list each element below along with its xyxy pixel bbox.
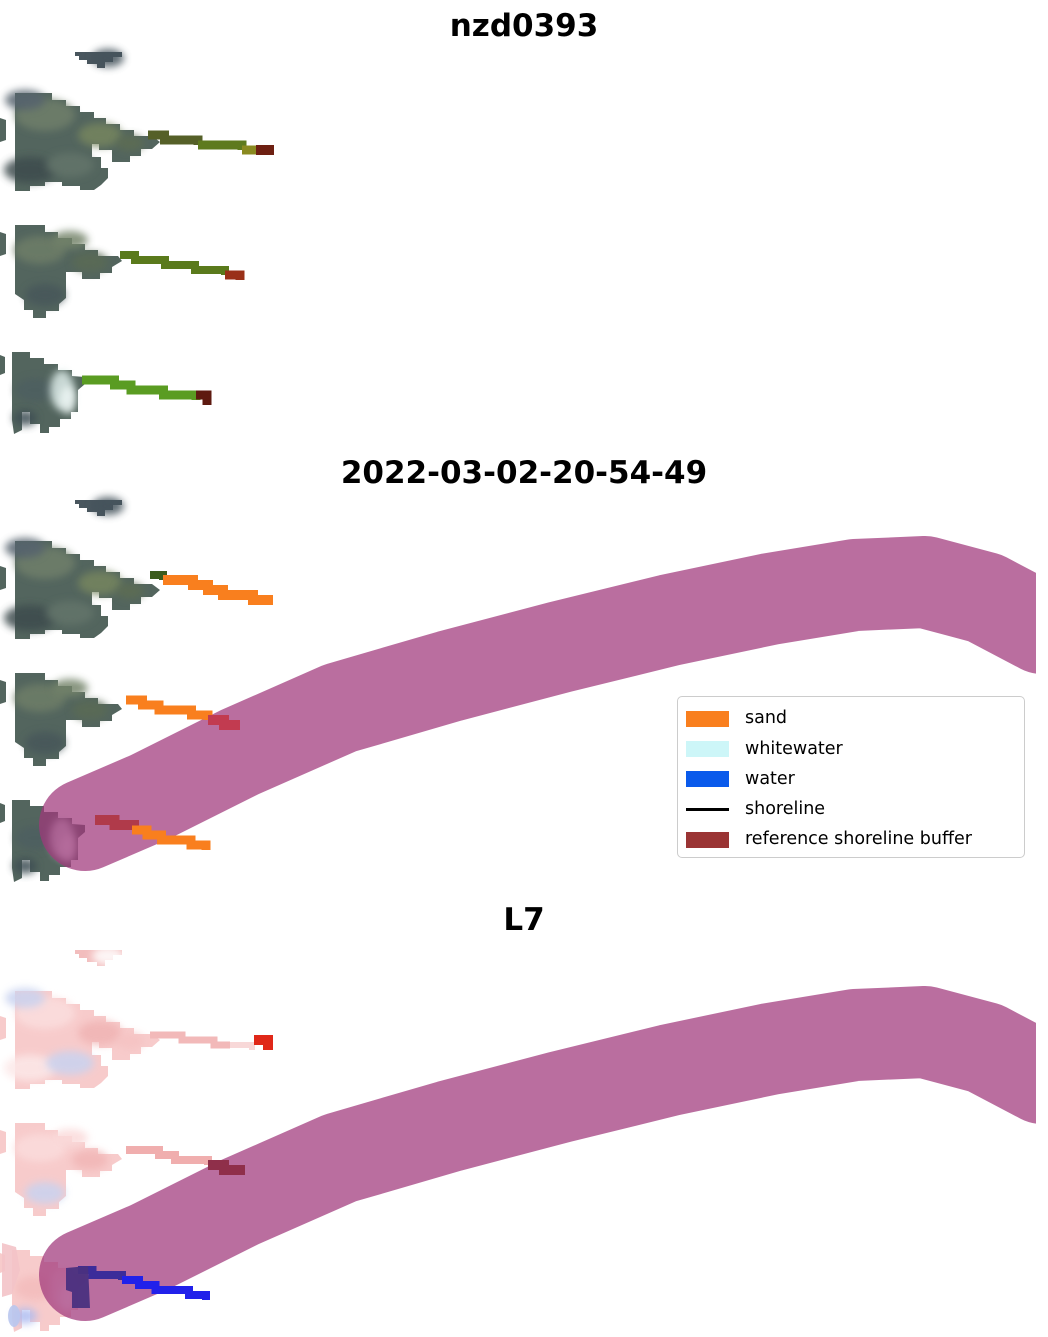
sand-swatch <box>686 711 729 728</box>
texture-patch <box>13 410 37 426</box>
sand-in-buffer <box>208 715 240 730</box>
land-shape <box>0 355 5 375</box>
texture-patch <box>92 947 124 965</box>
texture-patch <box>25 284 65 306</box>
texture-patch <box>46 153 94 177</box>
red-tip <box>254 1035 273 1050</box>
texture-patch <box>78 571 122 595</box>
sand-line-start <box>150 571 167 580</box>
panel-rgb-top <box>0 49 160 434</box>
texture-patch <box>4 1055 56 1081</box>
panel-classified-middle <box>0 497 160 882</box>
spit-tip <box>225 270 245 280</box>
sand-in-buffer <box>208 1160 245 1175</box>
texture-patch <box>46 601 94 625</box>
texture-patch <box>14 236 66 264</box>
texture-patch <box>72 1150 108 1170</box>
legend-box: sand whitewater water shoreline referenc… <box>677 696 1025 858</box>
sand-line <box>163 575 273 605</box>
texture-patch <box>14 684 66 712</box>
legend-item-water: water <box>686 764 1014 794</box>
texture-patch <box>60 386 76 414</box>
texture-patch <box>52 679 88 697</box>
legend-label: reference shoreline buffer <box>745 829 972 850</box>
texture-patch <box>15 378 55 402</box>
texture-patch <box>5 988 45 1008</box>
legend-label: shoreline <box>745 798 826 819</box>
texture-patch <box>5 90 45 110</box>
shoreline-spit-line <box>82 375 201 400</box>
texture-patch <box>78 123 122 147</box>
panel-title-date: 2022-03-02-20-54-49 <box>340 455 708 491</box>
land-shape <box>0 680 6 704</box>
texture-patch <box>4 157 56 183</box>
shoreline-spit-line <box>198 140 247 150</box>
legend-item-sand: sand <box>686 704 1014 734</box>
faint-index-line <box>126 1146 212 1165</box>
legend-item-reference-shoreline-buffer: reference shoreline buffer <box>686 825 1014 855</box>
extra-shape <box>66 1266 90 1308</box>
whitewater-swatch <box>686 741 729 758</box>
land-shape <box>0 1016 6 1040</box>
texture-patch <box>78 1021 122 1045</box>
texture-patch <box>116 1033 144 1049</box>
texture-patch <box>25 1182 65 1204</box>
sand-line <box>132 825 211 850</box>
legend-item-shoreline: shoreline <box>686 795 1014 825</box>
land-shape <box>0 803 5 823</box>
texture-patch <box>92 49 124 67</box>
shoreline-spit-line <box>120 251 229 275</box>
land-shape <box>0 232 6 256</box>
texture-patch <box>116 135 144 151</box>
spit-tip <box>196 390 212 405</box>
texture-patch <box>92 497 124 515</box>
shoreline-swatch <box>686 808 729 812</box>
texture-patch <box>13 858 37 874</box>
texture-patch <box>52 1129 88 1147</box>
texture-patch <box>52 231 88 249</box>
sand-line <box>126 695 213 720</box>
faint-index-line <box>150 1031 230 1049</box>
panel-title-satellite: L7 <box>503 902 545 938</box>
reference-shoreline-buffer-band <box>39 986 1036 1321</box>
water-line-under-buffer <box>78 1266 126 1280</box>
legend-label: whitewater <box>745 738 843 759</box>
legend-label: sand <box>745 708 788 729</box>
panel-title-sitename: nzd0393 <box>449 8 599 44</box>
water-line <box>122 1276 210 1300</box>
texture-patch <box>4 605 56 631</box>
reference-shoreline-buffer-swatch <box>686 831 729 848</box>
land-shape <box>0 118 6 142</box>
water-swatch <box>686 771 729 788</box>
land-shape <box>0 566 6 590</box>
legend-label: water <box>745 768 795 789</box>
texture-patch <box>14 1134 66 1162</box>
land-shape <box>0 1130 6 1154</box>
texture-patch <box>46 1051 94 1075</box>
extra-shape <box>2 1243 20 1297</box>
texture-patch <box>5 538 45 558</box>
texture-patch <box>25 732 65 754</box>
legend-item-whitewater: whitewater <box>686 734 1014 764</box>
spit-tip <box>256 145 274 155</box>
texture-patch <box>72 252 108 272</box>
texture-patch <box>116 583 144 599</box>
extra-shape <box>8 1305 20 1327</box>
texture-patch <box>72 700 108 720</box>
faint-index-line <box>230 1042 255 1050</box>
reference-shoreline-buffer-band <box>39 536 1036 871</box>
